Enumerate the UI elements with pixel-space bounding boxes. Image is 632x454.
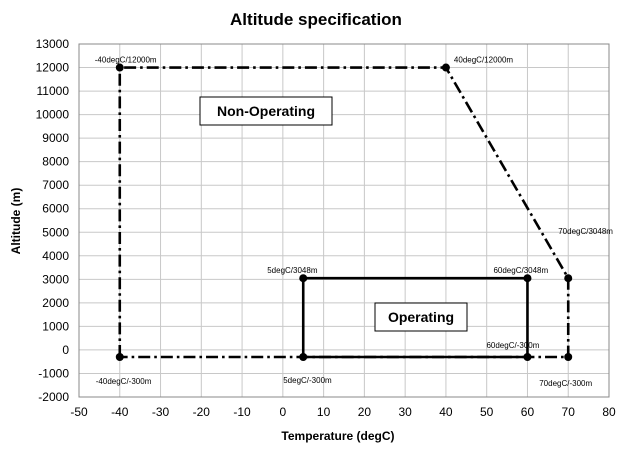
y-tick-label: 9000 xyxy=(42,131,69,145)
y-tick-label: 5000 xyxy=(42,225,69,239)
point-labels: -40degC/-300m -40degC/12000m 40degC/12000m… xyxy=(95,56,614,388)
region-label-box xyxy=(199,96,333,126)
y-tick-label: 12000 xyxy=(36,61,70,75)
y-tick-label: 6000 xyxy=(42,202,69,216)
x-tick-label: -40 xyxy=(111,405,129,419)
data-point xyxy=(299,352,308,361)
x-tick-label: 80 xyxy=(602,405,616,419)
data-point xyxy=(299,274,308,283)
x-tick-label: 10 xyxy=(317,405,331,419)
x-tick-label: -20 xyxy=(193,405,211,419)
region-label: Non-Operating xyxy=(217,103,315,119)
region-labels: Non-Operating Operating xyxy=(199,96,468,332)
y-tick-label: -2000 xyxy=(38,390,69,404)
x-tick-label: -10 xyxy=(233,405,251,419)
tick-labels: -50 -40 -30 -20 -10 0 10 20 30 40 50 60 70 80 -2000 -10… xyxy=(36,37,616,419)
chart-title: Altitude specification xyxy=(230,10,402,29)
data-point xyxy=(564,352,573,361)
x-tick-label: -50 xyxy=(70,405,88,419)
y-tick-label: 3000 xyxy=(42,272,69,286)
data-point-label: 70degC/3048m xyxy=(558,227,613,236)
y-axis-label: Altitude (m) xyxy=(9,188,23,255)
y-tick-label: 10000 xyxy=(36,108,70,122)
series xyxy=(115,63,573,361)
plot-frame xyxy=(78,43,610,398)
x-tick-label: 0 xyxy=(280,405,287,419)
y-tick-label: 0 xyxy=(62,343,69,357)
region-label: Operating xyxy=(388,309,454,325)
data-point xyxy=(564,274,573,283)
data-point xyxy=(441,63,450,72)
x-axis-label: Temperature (degC) xyxy=(281,429,394,443)
y-tick-label: 4000 xyxy=(42,249,69,263)
y-tick-label: 7000 xyxy=(42,178,69,192)
x-tick-label: 20 xyxy=(358,405,372,419)
non-operating-series-line xyxy=(118,66,570,359)
region-label-box xyxy=(374,302,468,332)
data-point xyxy=(523,352,532,361)
x-tick-label: 70 xyxy=(562,405,576,419)
y-tick-label: 1000 xyxy=(42,319,69,333)
y-tick-label: 13000 xyxy=(36,37,70,51)
data-point-label: 5degC/-300m xyxy=(283,376,332,385)
data-point-label: 60degC/3048m xyxy=(493,266,548,275)
data-point-label: 40degC/12000m xyxy=(454,56,513,65)
x-tick-label: -30 xyxy=(152,405,170,419)
data-point xyxy=(115,63,124,72)
y-tick-label: 11000 xyxy=(37,84,70,98)
y-tick-label: -1000 xyxy=(38,366,69,380)
x-tick-label: 60 xyxy=(521,405,535,419)
data-point-label: 60degC/-300m xyxy=(486,341,539,350)
x-tick-label: 50 xyxy=(480,405,494,419)
data-point xyxy=(523,274,532,283)
x-tick-label: 40 xyxy=(439,405,453,419)
data-point xyxy=(115,352,124,361)
data-point-label: 70degC/-300m xyxy=(539,379,592,388)
data-point-label: 5degC/3048m xyxy=(267,266,318,275)
data-point-label: -40degC/12000m xyxy=(95,56,157,65)
data-point-label: -40degC/-300m xyxy=(96,377,152,386)
y-tick-label: 2000 xyxy=(42,296,69,310)
y-tick-label: 8000 xyxy=(42,155,69,169)
x-tick-label: 30 xyxy=(398,405,412,419)
